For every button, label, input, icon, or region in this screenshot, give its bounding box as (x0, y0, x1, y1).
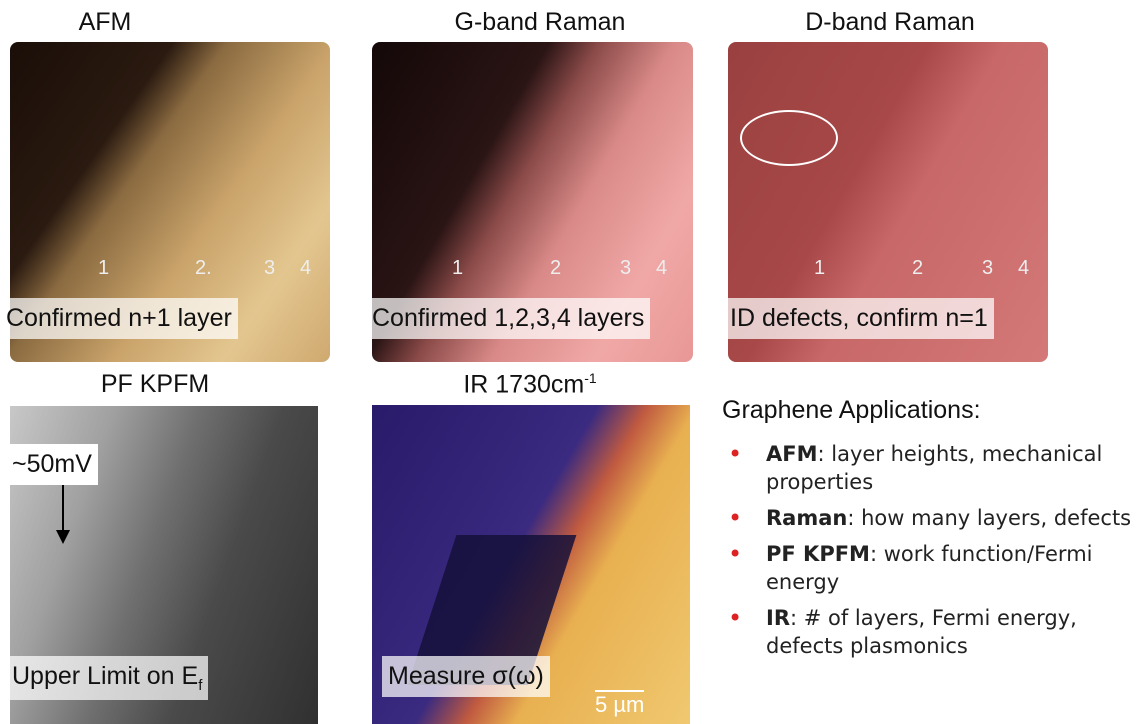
scale-bar: 5 µm (595, 690, 644, 718)
layer-label: 1 (452, 257, 463, 280)
layer-label: 1 (98, 257, 109, 280)
panel-title: D-band Raman (770, 8, 1010, 37)
caption: Confirmed n+1 layer (0, 298, 238, 339)
layer-label: 2. (195, 257, 212, 280)
list-item: IR: # of layers, Fermi energy, defects p… (722, 604, 1137, 660)
term: IR (766, 606, 790, 630)
layer-label: 2 (550, 257, 561, 280)
layer-label: 3 (620, 257, 631, 280)
layer-label: 4 (1018, 257, 1029, 280)
application-list: AFM: layer heights, mechanical propertie… (722, 440, 1137, 668)
title-superscript: -1 (584, 370, 596, 386)
list-item: PF KPFM: work function/Fermi energy (722, 540, 1137, 596)
caption: Upper Limit on Ef (6, 656, 208, 700)
panel-title: PF KPFM (60, 370, 250, 399)
term: Raman (766, 506, 847, 530)
list-item: AFM: layer heights, mechanical propertie… (722, 440, 1137, 496)
caption: Measure σ(ω) (382, 656, 550, 697)
layer-label: 2 (912, 257, 923, 280)
caption-text: Upper Limit on E (12, 662, 198, 690)
defect-ellipse (740, 110, 838, 166)
slide: AFM 1 2. 3 4 Confirmed n+1 layer G-band … (0, 0, 1140, 724)
list-title: Graphene Applications: (722, 396, 981, 425)
layer-label: 3 (264, 257, 275, 280)
panel-title: AFM (40, 8, 170, 37)
term: PF KPFM (766, 542, 870, 566)
layer-label: 3 (982, 257, 993, 280)
layer-label: 4 (656, 257, 667, 280)
description: : # of layers, Fermi energy, defects pla… (766, 606, 1077, 658)
title-text: IR 1730cm (463, 370, 584, 398)
annotation: ~50mV (6, 444, 98, 485)
caption: Confirmed 1,2,3,4 layers (366, 298, 650, 339)
layer-label: 4 (300, 257, 311, 280)
panel-title: IR 1730cm-1 (430, 370, 630, 399)
caption-subscript: f (198, 677, 202, 694)
layer-label: 1 (814, 257, 825, 280)
description: : how many layers, defects (847, 506, 1131, 530)
panel-title: G-band Raman (420, 8, 660, 37)
arrow-head (56, 530, 70, 544)
list-item: Raman: how many layers, defects (722, 504, 1137, 532)
caption: ID defects, confirm n=1 (724, 298, 994, 339)
term: AFM (766, 442, 818, 466)
